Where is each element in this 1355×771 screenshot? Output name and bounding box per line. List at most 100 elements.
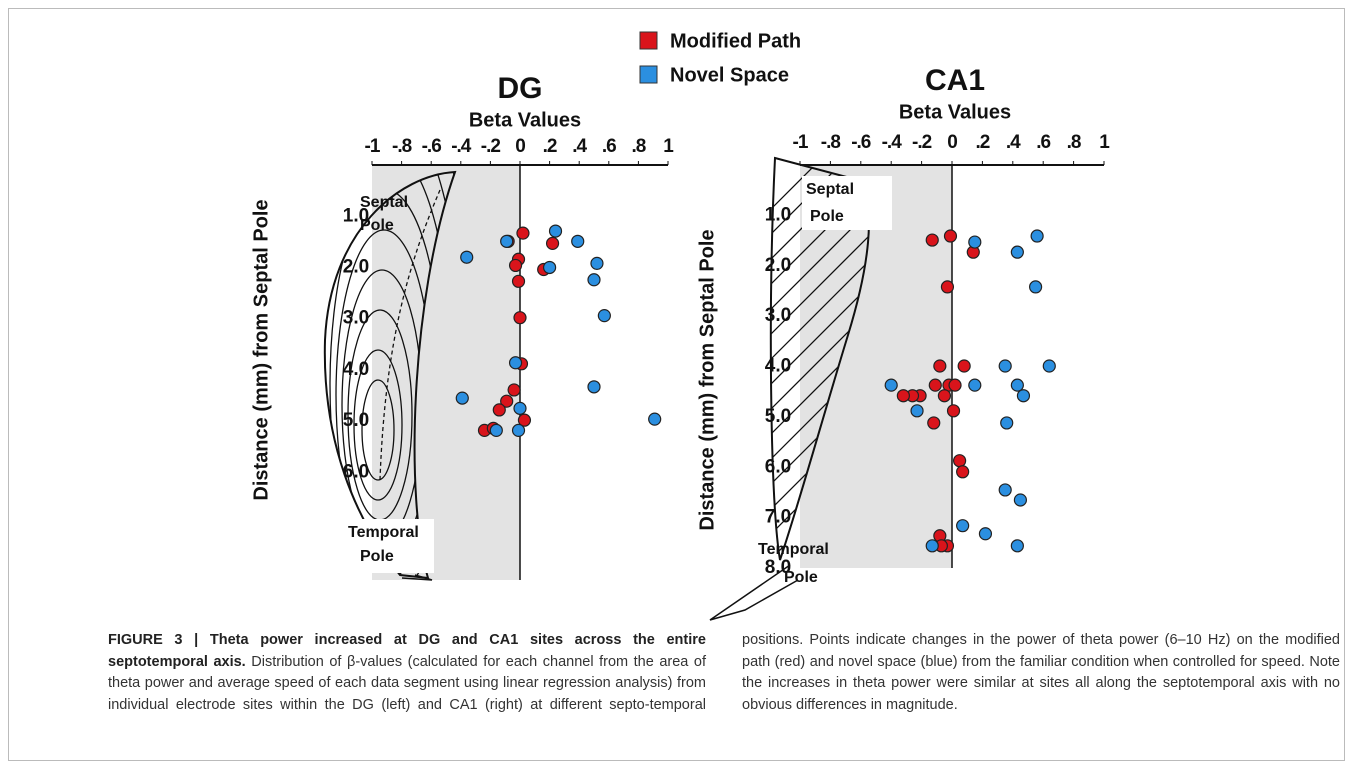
y-tick-label: 6.0 bbox=[765, 456, 791, 477]
data-point bbox=[926, 540, 938, 552]
data-point bbox=[547, 237, 559, 249]
x-tick-label: .4 bbox=[1006, 132, 1021, 153]
data-point bbox=[934, 360, 946, 372]
data-point bbox=[941, 281, 953, 293]
data-point bbox=[508, 384, 520, 396]
annotation: Temporal bbox=[348, 524, 419, 541]
data-point bbox=[999, 484, 1011, 496]
data-point bbox=[911, 405, 923, 417]
x-tick-label: -.8 bbox=[821, 132, 841, 153]
y-tick-label: 4.0 bbox=[343, 359, 369, 380]
x-tick-label: -.2 bbox=[912, 132, 932, 153]
data-point bbox=[501, 235, 513, 247]
caption-label: FIGURE 3 | bbox=[108, 632, 198, 648]
data-point bbox=[588, 381, 600, 393]
x-tick-label: 1 bbox=[1099, 132, 1110, 153]
data-point bbox=[1001, 417, 1013, 429]
x-tick-label: .6 bbox=[602, 136, 616, 157]
annotation: Septal bbox=[806, 181, 854, 198]
page: Modified Path Novel Space DG Beta Values D… bbox=[0, 0, 1355, 771]
x-tick-label: .6 bbox=[1036, 132, 1050, 153]
chart-title: CA1 bbox=[925, 64, 985, 97]
y-axis-label: Distance (mm) from Septal Pole bbox=[696, 229, 718, 530]
x-axis-label: Beta Values bbox=[469, 109, 581, 131]
data-point bbox=[1011, 379, 1023, 391]
data-point bbox=[948, 405, 960, 417]
y-tick-label: 3.0 bbox=[765, 305, 791, 326]
data-point bbox=[591, 257, 603, 269]
x-tick-label: 1 bbox=[663, 136, 674, 157]
data-point bbox=[885, 379, 897, 391]
data-point bbox=[929, 379, 941, 391]
data-point bbox=[1030, 281, 1042, 293]
y-tick-label: 5.0 bbox=[343, 410, 369, 431]
data-point bbox=[954, 455, 966, 467]
data-point bbox=[514, 402, 526, 414]
data-point bbox=[513, 275, 525, 287]
x-tick-label: .2 bbox=[975, 132, 989, 153]
y-tick-label: 6.0 bbox=[343, 461, 369, 482]
annotation: Pole bbox=[810, 208, 844, 225]
x-tick-label: .2 bbox=[543, 136, 557, 157]
x-tick-label: -.4 bbox=[451, 136, 472, 157]
annotation: Temporal bbox=[758, 541, 829, 558]
y-tick-label: 3.0 bbox=[343, 308, 369, 329]
data-point bbox=[513, 424, 525, 436]
data-point bbox=[938, 390, 950, 402]
data-point bbox=[544, 261, 556, 273]
data-point bbox=[1011, 246, 1023, 258]
x-tick-label: -.6 bbox=[422, 136, 442, 157]
data-point bbox=[1011, 540, 1023, 552]
data-point bbox=[510, 259, 522, 271]
legend-label: Modified Path bbox=[670, 30, 801, 52]
data-point bbox=[649, 413, 661, 425]
data-point bbox=[517, 227, 529, 239]
y-tick-label: 2.0 bbox=[765, 255, 791, 276]
x-axis-label: Beta Values bbox=[899, 101, 1011, 123]
x-tick-label: 0 bbox=[515, 136, 525, 157]
data-point bbox=[949, 379, 961, 391]
data-point bbox=[969, 236, 981, 248]
chart-title: DG bbox=[498, 72, 543, 105]
data-point bbox=[572, 235, 584, 247]
data-point bbox=[957, 520, 969, 532]
data-point bbox=[926, 234, 938, 246]
data-point bbox=[588, 274, 600, 286]
x-tick-label: 0 bbox=[947, 132, 957, 153]
data-point bbox=[461, 251, 473, 263]
data-point bbox=[493, 404, 505, 416]
data-point bbox=[1043, 360, 1055, 372]
x-tick-label: .8 bbox=[631, 136, 645, 157]
data-point bbox=[1017, 390, 1029, 402]
legend: Modified Path Novel Space bbox=[640, 30, 801, 86]
data-point bbox=[514, 312, 526, 324]
annotation: Pole bbox=[360, 548, 394, 565]
data-point bbox=[979, 528, 991, 540]
data-point bbox=[1014, 494, 1026, 506]
data-point bbox=[928, 417, 940, 429]
plot-shade bbox=[372, 165, 520, 580]
data-point bbox=[958, 360, 970, 372]
legend-swatch bbox=[640, 32, 657, 49]
y-tick-label: 4.0 bbox=[765, 356, 791, 377]
y-tick-label: 5.0 bbox=[765, 406, 791, 427]
annotation: Pole bbox=[784, 569, 818, 586]
data-point bbox=[598, 310, 610, 322]
data-point bbox=[1031, 230, 1043, 242]
data-point bbox=[550, 225, 562, 237]
figure: Modified Path Novel Space DG Beta Values D… bbox=[0, 0, 1355, 625]
y-tick-label: 2.0 bbox=[343, 256, 369, 277]
x-tick-label: .4 bbox=[572, 136, 587, 157]
x-tick-label: -.6 bbox=[851, 132, 871, 153]
x-tick-label: -.4 bbox=[882, 132, 903, 153]
x-tick-label: -1 bbox=[365, 136, 381, 157]
y-tick-label: 1.0 bbox=[765, 204, 791, 225]
x-tick-label: -1 bbox=[793, 132, 809, 153]
data-point bbox=[490, 424, 502, 436]
data-point bbox=[897, 390, 909, 402]
x-tick-label: -.8 bbox=[392, 136, 412, 157]
data-point bbox=[510, 357, 522, 369]
y-axis-label: Distance (mm) from Septal Pole bbox=[250, 199, 272, 500]
data-point bbox=[944, 230, 956, 242]
annotation: Pole bbox=[360, 217, 394, 234]
